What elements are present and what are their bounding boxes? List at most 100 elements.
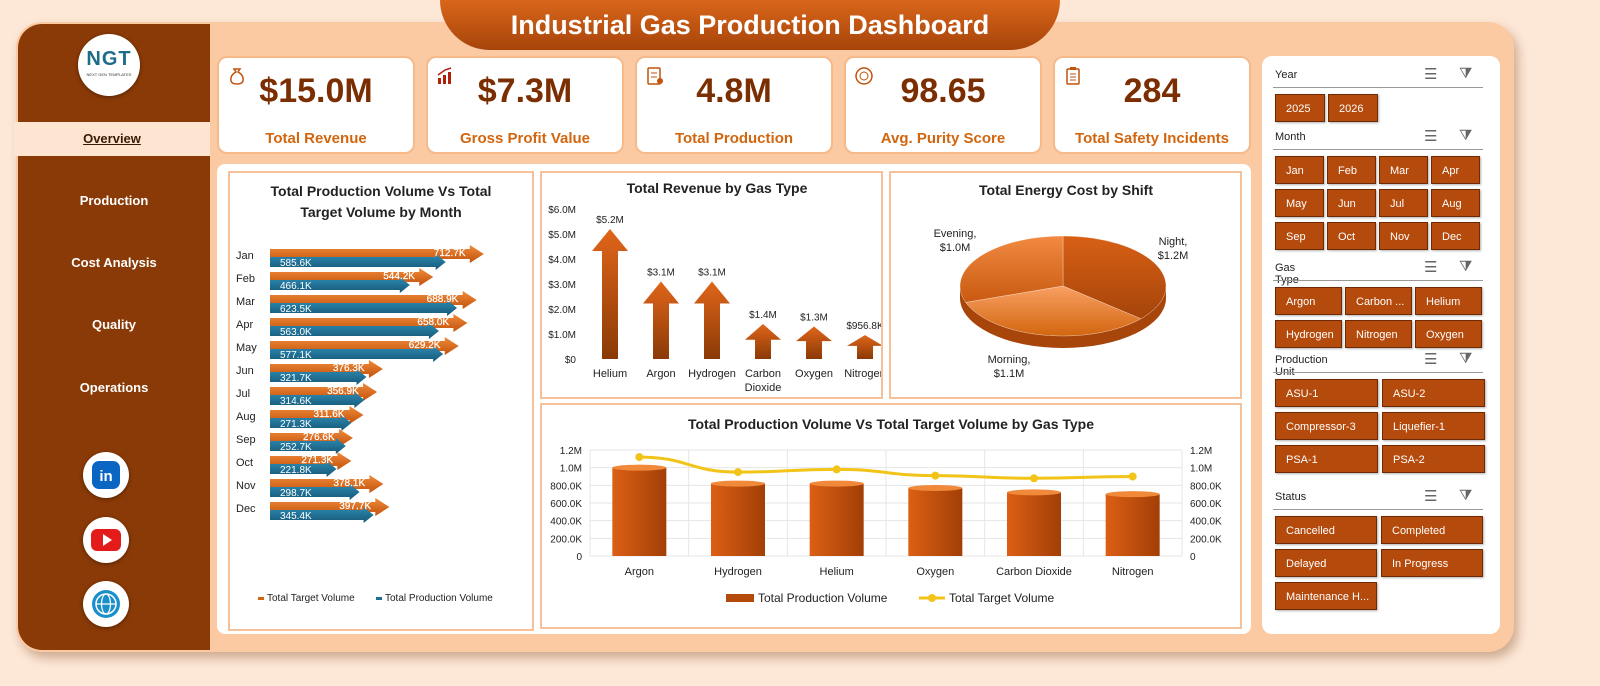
pie-data-label: Evening,	[934, 228, 977, 240]
youtube-icon[interactable]	[83, 517, 129, 563]
slicer-item-production-unit[interactable]: Compressor-3	[1275, 412, 1378, 440]
slicer-item-gas-type[interactable]: Oxygen	[1415, 320, 1482, 348]
slicer-item-production-unit[interactable]: ASU-2	[1382, 379, 1485, 407]
y2-tick-label: 1.2M	[1190, 446, 1212, 457]
legend-swatch-production	[376, 597, 382, 600]
multi-select-icon[interactable]: ☰	[1424, 66, 1438, 83]
slicer-item-production-unit[interactable]: PSA-1	[1275, 445, 1378, 473]
multi-select-icon[interactable]: ☰	[1424, 259, 1438, 276]
production-data-label: 466.1K	[280, 281, 312, 292]
globe-icon[interactable]	[83, 581, 129, 627]
y2-tick-label: 0	[1190, 552, 1196, 563]
month-label: Aug	[236, 411, 256, 423]
slicer-item-gas-type[interactable]: Helium	[1415, 287, 1482, 315]
production-data-label: 252.7K	[280, 442, 312, 453]
production-volume-arrow	[270, 277, 410, 293]
slicer-item-month[interactable]: Jan	[1275, 156, 1324, 184]
cylinder-top	[1105, 491, 1160, 498]
revenue-bar	[592, 229, 628, 359]
legend-label: Total Production Volume	[758, 591, 888, 605]
y-tick-label: 0	[576, 552, 582, 563]
target-data-label: 378.1K	[333, 478, 365, 489]
slicer-item-gas-type[interactable]: Nitrogen	[1345, 320, 1412, 348]
multi-select-icon[interactable]: ☰	[1424, 351, 1438, 368]
x-tick-label: Carbon	[745, 368, 781, 380]
slicer-item-status[interactable]: Cancelled	[1275, 516, 1377, 544]
slicer-item-gas-type[interactable]: Carbon ...	[1345, 287, 1412, 315]
slicer-item-gas-type[interactable]: Argon	[1275, 287, 1342, 315]
slicer-item-status[interactable]: Completed	[1381, 516, 1483, 544]
production-icon	[647, 67, 663, 85]
slicer-item-month[interactable]: Jul	[1379, 189, 1428, 217]
logo-subtext: NEXT GEN TEMPLATES	[86, 72, 132, 77]
slicer-item-production-unit[interactable]: PSA-2	[1382, 445, 1485, 473]
production-cylinder	[908, 487, 963, 556]
multi-select-icon[interactable]: ☰	[1424, 128, 1438, 145]
production-cylinder	[711, 483, 765, 556]
slicer-item-status[interactable]: Maintenance H...	[1275, 582, 1377, 610]
nav-overview[interactable]: Overview	[14, 122, 210, 156]
target-data-label: 271.3K	[301, 455, 333, 466]
target-data-label: 276.6K	[303, 432, 335, 443]
legend-swatch-target	[258, 597, 264, 600]
chart-title: Total Revenue by Gas Type	[627, 180, 808, 196]
y-tick-label: 1.0M	[560, 464, 582, 475]
monthly-volume-chart: Total Production Volume Vs Total Target V…	[228, 171, 534, 631]
clear-filter-icon[interactable]: ⧩	[1459, 258, 1473, 275]
y-tick-label: $5.0M	[548, 230, 576, 241]
kpi-card-avg-purity: 98.65 Avg. Purity Score	[844, 56, 1042, 154]
kpi-card-gross-profit: $7.3M Gross Profit Value	[426, 56, 624, 154]
slicer-item-month[interactable]: May	[1275, 189, 1324, 217]
y2-tick-label: 200.0K	[1190, 534, 1222, 545]
slicer-item-gas-type[interactable]: Hydrogen	[1275, 320, 1342, 348]
slicer-title: Status	[1275, 491, 1307, 503]
profit-chart-icon	[437, 67, 452, 84]
slicer-item-year[interactable]: 2026	[1328, 94, 1378, 122]
target-volume-line	[639, 455, 1133, 480]
kpi-value: $7.3M	[477, 72, 573, 110]
production-cylinder	[612, 467, 667, 556]
legend-label: Total Production Volume	[385, 593, 493, 604]
svg-text:in: in	[99, 468, 112, 485]
pie-data-label: $1.0M	[940, 242, 971, 254]
clear-filter-icon[interactable]: ⧩	[1459, 487, 1473, 504]
y-tick-label: $6.0M	[548, 205, 576, 216]
slicer-item-production-unit[interactable]: Liquefier-1	[1382, 412, 1485, 440]
clear-filter-icon[interactable]: ⧩	[1459, 127, 1473, 144]
slicer-item-month[interactable]: Sep	[1275, 222, 1324, 250]
x-tick-label: Hydrogen	[688, 368, 736, 380]
kpi-value: $15.0M	[259, 72, 373, 110]
clear-filter-icon[interactable]: ⧩	[1459, 65, 1473, 82]
linkedin-icon[interactable]: in	[83, 452, 129, 498]
y-tick-label: 800.0K	[550, 481, 582, 492]
production-volume-arrow	[270, 323, 439, 339]
nav-operations[interactable]: Operations	[79, 380, 149, 395]
slicer-item-status[interactable]: Delayed	[1275, 549, 1377, 577]
clear-filter-icon[interactable]: ⧩	[1459, 350, 1473, 367]
slicer-item-month[interactable]: Mar	[1379, 156, 1428, 184]
nav-cost-analysis[interactable]: Cost Analysis	[71, 255, 157, 270]
data-label: $5.2M	[596, 215, 624, 226]
slicer-title: Year	[1275, 69, 1298, 81]
production-data-label: 345.4K	[280, 511, 312, 522]
pie-data-label: Night,	[1159, 236, 1188, 248]
slicer-item-month[interactable]: Dec	[1431, 222, 1480, 250]
target-data-label: 376.3K	[333, 363, 365, 374]
pie-side	[960, 286, 1166, 348]
slicer-item-month[interactable]: Oct	[1327, 222, 1376, 250]
nav-production[interactable]: Production	[79, 193, 149, 208]
slicer-item-month[interactable]: Nov	[1379, 222, 1428, 250]
kpi-label: Total Production	[674, 130, 794, 147]
slicer-item-month[interactable]: Apr	[1431, 156, 1480, 184]
slicer-item-year[interactable]: 2025	[1275, 94, 1325, 122]
slicer-item-month[interactable]: Feb	[1327, 156, 1376, 184]
slicer-item-production-unit[interactable]: ASU-1	[1275, 379, 1378, 407]
production-volume-arrow	[270, 484, 360, 500]
revenue-bar	[847, 335, 883, 359]
revenue-bar	[745, 324, 781, 359]
slicer-item-month[interactable]: Aug	[1431, 189, 1480, 217]
slicer-item-month[interactable]: Jun	[1327, 189, 1376, 217]
multi-select-icon[interactable]: ☰	[1424, 488, 1438, 505]
slicer-item-status[interactable]: In Progress	[1381, 549, 1483, 577]
nav-quality[interactable]: Quality	[91, 317, 137, 332]
